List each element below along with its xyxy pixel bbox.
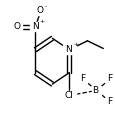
Text: O: O [36,6,43,15]
Bar [12,22,22,31]
Text: B: B [92,86,98,95]
Bar [62,45,75,54]
Text: O: O [14,22,21,31]
Text: +: + [39,19,44,24]
Text: F: F [80,74,85,83]
Text: F: F [107,74,112,83]
Text: -: - [100,83,102,88]
Bar [105,75,113,83]
Text: N: N [64,45,71,54]
Bar [35,6,46,15]
Bar [105,98,113,106]
Bar [29,22,41,31]
Bar [91,86,100,95]
Text: F: F [107,97,112,106]
Text: -: - [45,4,47,9]
Text: Cl: Cl [64,91,73,100]
Bar [62,91,75,100]
Bar [78,75,86,83]
Text: N: N [32,22,38,31]
Text: +: + [72,42,78,47]
